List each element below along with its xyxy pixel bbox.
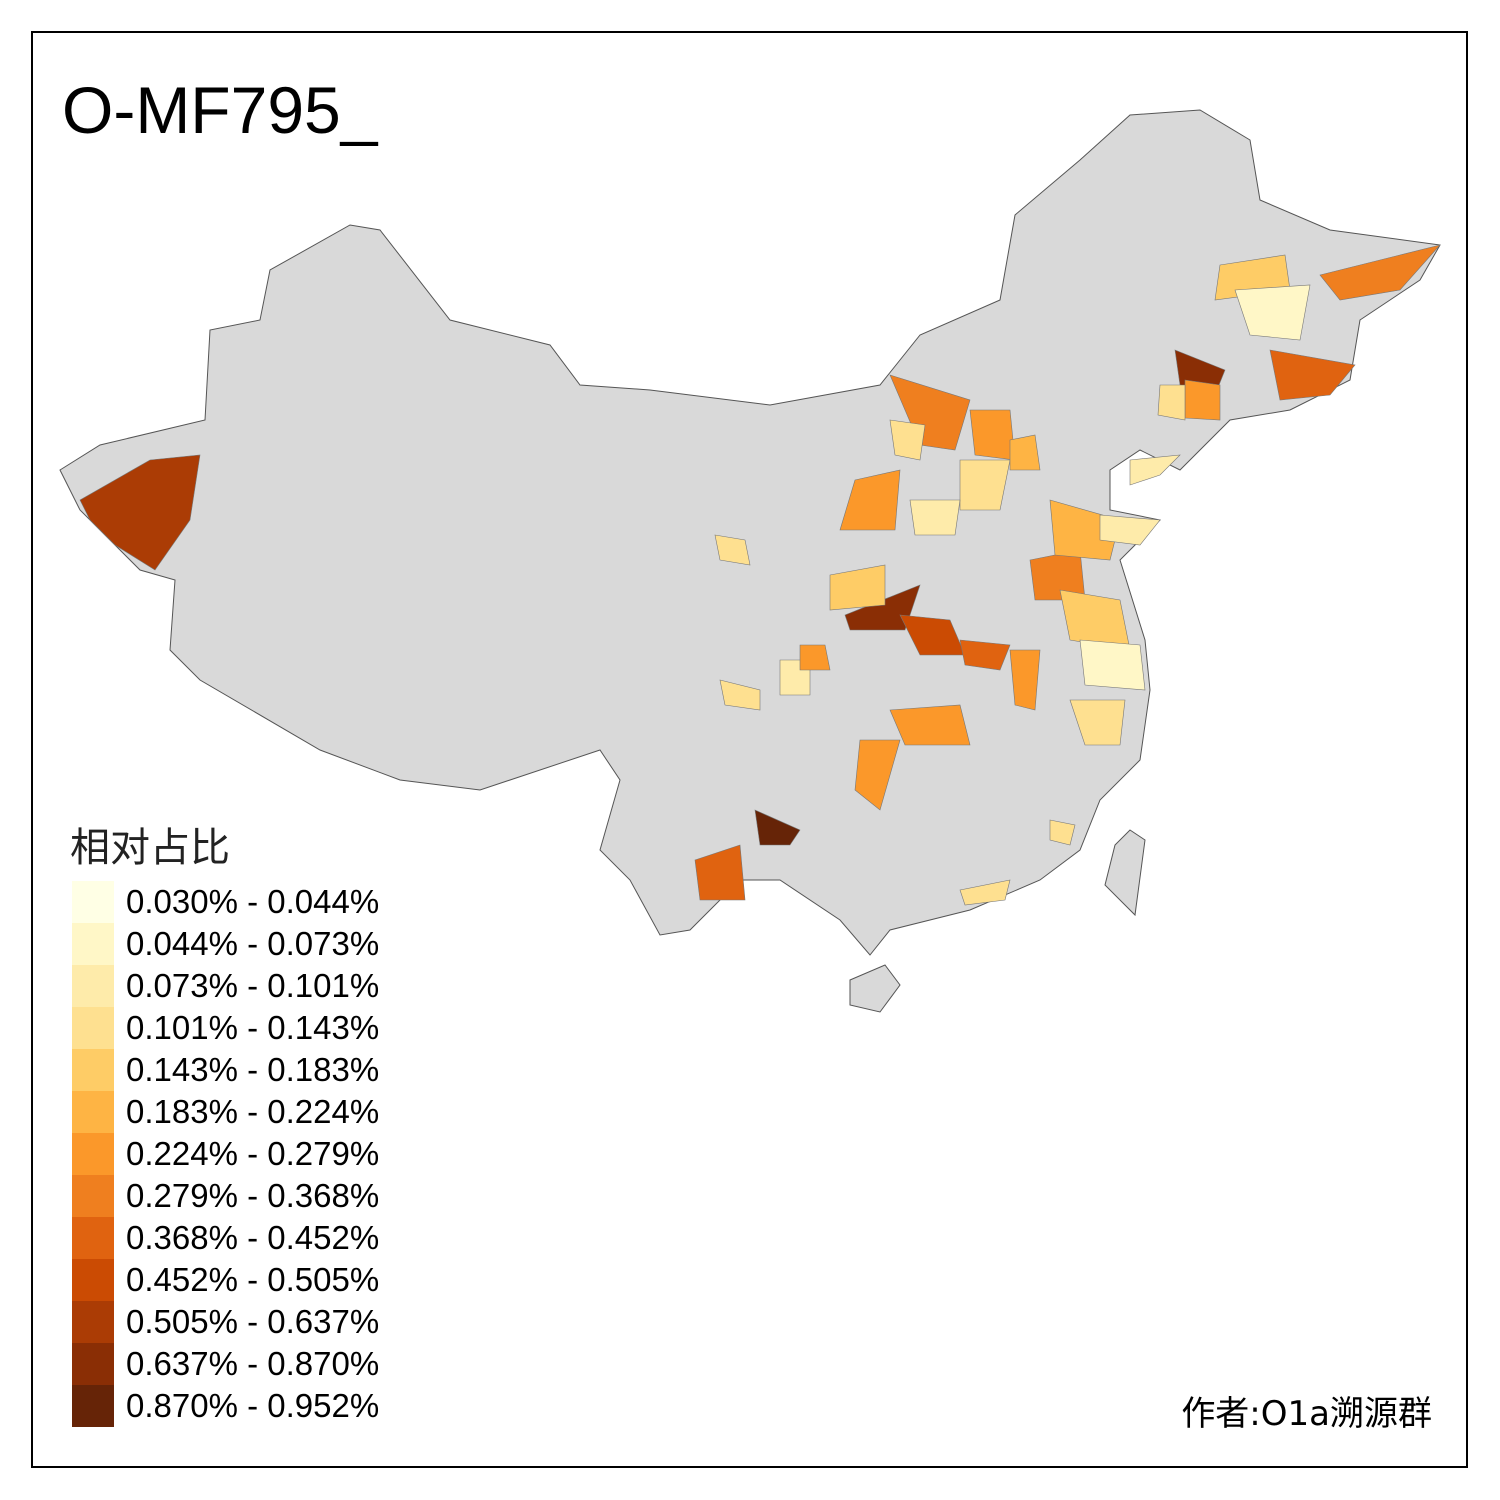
legend-swatch: [72, 965, 114, 1007]
region-area: [714, 534, 751, 566]
legend-label: 0.505% - 0.637%: [126, 1303, 380, 1340]
legend-label: 0.183% - 0.224%: [126, 1093, 380, 1130]
region-area: [1079, 639, 1146, 691]
region-area: [1269, 349, 1356, 401]
region-area: [889, 704, 971, 746]
legend-swatch: [72, 1007, 114, 1049]
region-area: [754, 809, 801, 846]
legend-item: 0.224% - 0.279%: [72, 1133, 379, 1175]
region-area: [1157, 384, 1186, 421]
legend-swatch: [72, 1301, 114, 1343]
legend-item: 0.637% - 0.870%: [72, 1343, 379, 1385]
legend-swatch: [72, 1049, 114, 1091]
region-area: [959, 459, 1011, 511]
region-area: [909, 499, 961, 536]
legend-swatch: [72, 1133, 114, 1175]
legend-item: 0.183% - 0.224%: [72, 1091, 379, 1133]
region-area: [1129, 454, 1181, 486]
legend-title: 相对占比: [70, 825, 230, 871]
legend-swatch: [72, 1217, 114, 1259]
legend-label: 0.073% - 0.101%: [126, 967, 380, 1004]
china-outline: [59, 109, 1441, 956]
region-area: [1099, 514, 1161, 546]
region-area: [844, 584, 921, 631]
legend-swatch: [72, 1385, 114, 1427]
region-area: [889, 419, 926, 461]
legend-label: 0.368% - 0.452%: [126, 1219, 380, 1256]
legend-item: 0.505% - 0.637%: [72, 1301, 379, 1343]
legend-swatch: [72, 923, 114, 965]
region-area: [889, 374, 971, 451]
legend-label: 0.030% - 0.044%: [126, 883, 380, 920]
legend-label: 0.452% - 0.505%: [126, 1261, 380, 1298]
legend-swatch: [72, 1091, 114, 1133]
legend-label: 0.101% - 0.143%: [126, 1009, 380, 1046]
region-area: [839, 469, 901, 531]
region-area: [1234, 284, 1311, 341]
region-area: [799, 644, 831, 671]
region-area: [1069, 699, 1126, 746]
legend-label: 0.224% - 0.279%: [126, 1135, 380, 1172]
legend-label: 0.870% - 0.952%: [126, 1387, 380, 1424]
legend-swatch: [72, 1259, 114, 1301]
legend-item: 0.044% - 0.073%: [72, 923, 379, 965]
legend-label: 0.637% - 0.870%: [126, 1345, 380, 1382]
region-area: [1184, 379, 1221, 421]
region-area: [969, 409, 1016, 461]
region-area: [1319, 244, 1441, 301]
legend-swatch: [72, 881, 114, 923]
author-credit: 作者:O1a溯源群: [1181, 1394, 1432, 1434]
region-area: [1049, 819, 1076, 846]
legend-item: 0.101% - 0.143%: [72, 1007, 379, 1049]
legend-swatch: [72, 1343, 114, 1385]
legend-item: 0.368% - 0.452%: [72, 1217, 379, 1259]
legend: 0.030% - 0.044% 0.044% - 0.073% 0.073% - 0…: [72, 881, 379, 1427]
legend-item: 0.452% - 0.505%: [72, 1259, 379, 1301]
taiwan-island: [1104, 829, 1146, 917]
region-area: [1009, 649, 1041, 711]
legend-item: 0.279% - 0.368%: [72, 1175, 379, 1217]
legend-item: 0.870% - 0.952%: [72, 1385, 379, 1427]
legend-item: 0.030% - 0.044%: [72, 881, 379, 923]
legend-item: 0.143% - 0.183%: [72, 1049, 379, 1091]
legend-label: 0.279% - 0.368%: [126, 1177, 380, 1214]
hainan-island: [849, 964, 901, 1013]
legend-swatch: [72, 1175, 114, 1217]
region-area: [959, 879, 1011, 906]
legend-item: 0.073% - 0.101%: [72, 965, 379, 1007]
region-area: [1009, 434, 1041, 471]
region-area: [959, 639, 1011, 671]
region-area: [719, 679, 761, 711]
region-area: [79, 454, 201, 571]
legend-label: 0.044% - 0.073%: [126, 925, 380, 962]
plot-frame: [31, 31, 1468, 1468]
region-area: [694, 844, 746, 901]
region-area: [854, 739, 901, 811]
map-title: O-MF795_: [62, 73, 378, 147]
legend-label: 0.143% - 0.183%: [126, 1051, 380, 1088]
region-area: [829, 564, 886, 611]
